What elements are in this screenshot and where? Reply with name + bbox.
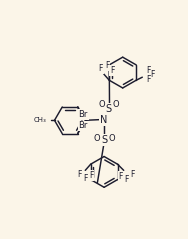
Text: F: F — [89, 171, 94, 180]
Text: F: F — [77, 170, 81, 179]
Text: F: F — [99, 64, 103, 73]
Text: F: F — [150, 70, 155, 79]
Text: CH₃: CH₃ — [34, 117, 47, 123]
Text: S: S — [106, 104, 112, 114]
Text: F: F — [110, 66, 114, 75]
Text: O: O — [112, 100, 119, 109]
Text: Br: Br — [78, 110, 88, 119]
Text: F: F — [83, 174, 87, 183]
Text: O: O — [99, 100, 105, 109]
Text: N: N — [100, 114, 108, 125]
Text: F: F — [146, 66, 151, 75]
Text: F: F — [118, 172, 123, 181]
Text: S: S — [101, 135, 107, 145]
Text: F: F — [130, 170, 134, 179]
Text: F: F — [146, 75, 151, 84]
Text: O: O — [108, 134, 115, 142]
Text: F: F — [105, 61, 109, 70]
Text: O: O — [93, 134, 100, 142]
Text: Br: Br — [78, 121, 88, 130]
Text: F: F — [125, 175, 129, 184]
